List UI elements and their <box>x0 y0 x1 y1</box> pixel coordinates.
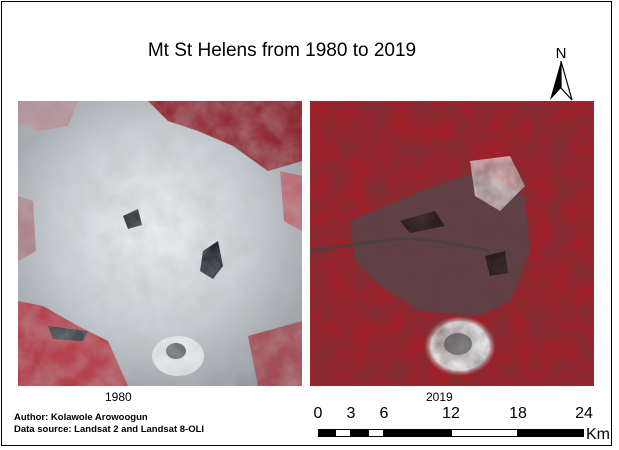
scale-segment <box>384 429 451 437</box>
scale-tick-18: 18 <box>509 405 527 422</box>
scale-bar: 0 3 6 12 18 24 Km <box>302 402 612 446</box>
scale-tick-6: 6 <box>379 405 389 422</box>
satellite-image-2019 <box>310 101 594 386</box>
author-credit: Author: Kolawole Arowoogun <box>14 412 148 423</box>
scale-unit: Km <box>586 426 610 443</box>
scale-tick-12: 12 <box>442 405 460 422</box>
scale-segment <box>518 429 584 437</box>
scale-segment <box>335 429 351 437</box>
scale-segment <box>368 429 384 437</box>
map-title: Mt St Helens from 1980 to 2019 <box>147 40 417 61</box>
north-arrow: N <box>546 44 576 102</box>
caption-2019: 2019 <box>426 390 453 404</box>
scale-segment <box>451 429 518 437</box>
scale-tick-24: 24 <box>575 405 593 422</box>
north-label: N <box>556 45 567 62</box>
scale-tick-0: 0 <box>313 405 323 422</box>
north-arrow-icon: N <box>550 45 573 101</box>
scale-segment <box>318 429 335 437</box>
scale-segment <box>351 429 368 437</box>
data-source-credit: Data source: Landsat 2 and Landsat 8-OLI <box>14 424 205 435</box>
caption-1980: 1980 <box>105 390 132 404</box>
scale-tick-3: 3 <box>346 405 356 422</box>
map-layout-frame: Mt St Helens from 1980 to 2019 N <box>1 1 612 446</box>
map-credits: Author: Kolawole Arowoogun Data source: … <box>14 412 204 436</box>
satellite-image-1980 <box>18 101 302 386</box>
